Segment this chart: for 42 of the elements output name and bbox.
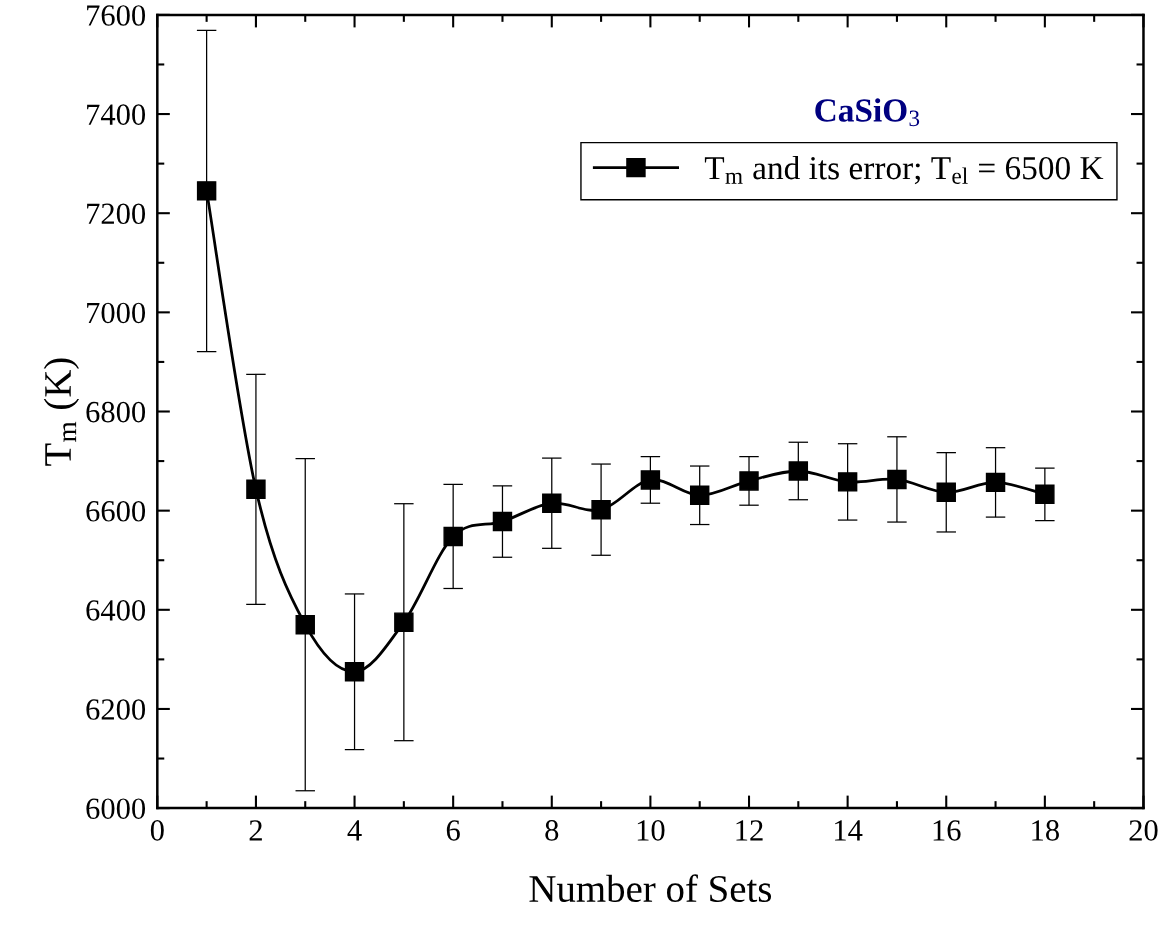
y-tick-label: 7400 xyxy=(87,104,146,125)
x-tick-label: 8 xyxy=(545,820,559,841)
legend-label: T$_{m}$ and its error; T$_{el}$ = 6500 K xyxy=(704,155,1104,185)
y-tick-label: 7200 xyxy=(87,203,146,225)
x-tick-label: 6 xyxy=(446,820,460,841)
x-tick-label: 10 xyxy=(637,820,665,841)
point xyxy=(837,472,858,492)
point xyxy=(394,612,414,632)
x-tick-label: 2 xyxy=(249,820,262,841)
point xyxy=(246,479,266,500)
x-tick-label: 18 xyxy=(1032,820,1059,841)
y-tick-label: 6600 xyxy=(86,500,146,522)
point xyxy=(492,511,513,532)
point xyxy=(689,485,710,506)
point xyxy=(936,482,956,503)
point xyxy=(591,499,611,520)
point xyxy=(788,461,809,481)
y-tick-label: 6400 xyxy=(86,600,146,621)
x-tick-label: 12 xyxy=(736,820,763,841)
point xyxy=(295,614,315,635)
x-tick-label: 0 xyxy=(150,820,164,841)
point xyxy=(739,471,759,491)
y-tick-label: 6000 xyxy=(86,798,146,820)
point xyxy=(985,472,1006,493)
point xyxy=(542,493,562,513)
point xyxy=(443,526,463,547)
x-tick-label: 14 xyxy=(835,820,863,841)
point xyxy=(887,469,907,490)
x-tick-label: 16 xyxy=(933,820,961,841)
point xyxy=(196,181,217,201)
point xyxy=(1035,484,1055,505)
text: CaSiO$_{3}$ xyxy=(815,98,920,127)
y-tick-label: 7000 xyxy=(87,302,146,324)
point xyxy=(344,662,365,682)
point xyxy=(640,470,661,490)
y-tick-label: 7600 xyxy=(87,5,146,26)
x-axis-title: Number of Sets xyxy=(529,874,772,903)
x-tick-label: 4 xyxy=(347,820,362,841)
y-tick-label: 6800 xyxy=(86,401,146,423)
y-tick-label: 6200 xyxy=(86,699,146,720)
x-tick-label: 20 xyxy=(1129,820,1158,841)
y-axis-title: T$_{m}$ (K) xyxy=(43,358,80,466)
